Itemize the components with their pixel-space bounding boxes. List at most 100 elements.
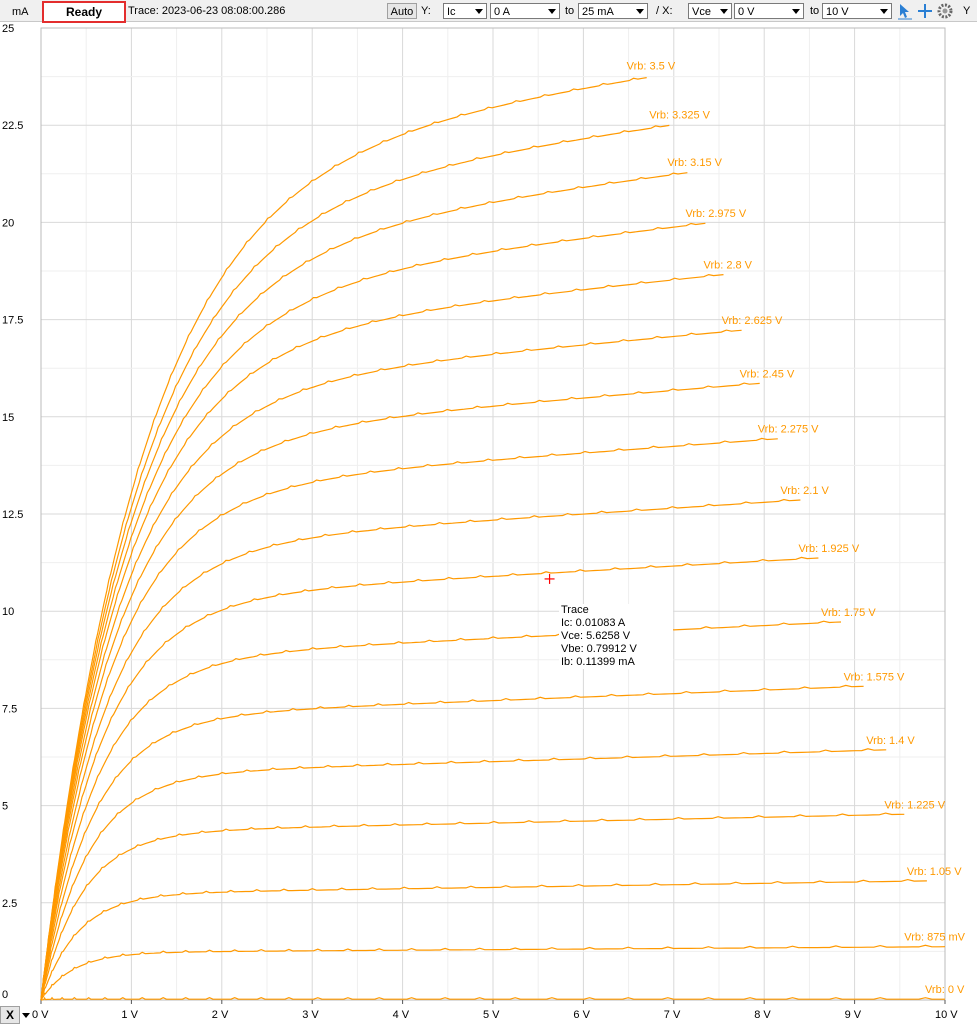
series-line bbox=[40, 498, 801, 1001]
chevron-down-icon bbox=[720, 9, 728, 14]
y-tick-label: 17.5 bbox=[2, 315, 23, 327]
series-label: Vrb: 2.625 V bbox=[722, 315, 783, 327]
chevron-down-icon bbox=[475, 9, 483, 14]
to-label-x: to bbox=[810, 5, 820, 17]
series-label: Vrb: 875 mV bbox=[904, 932, 965, 944]
tooltip-ib: Ib: 0.11399 mA bbox=[561, 656, 635, 668]
y-tick-label: 2.5 bbox=[2, 898, 17, 910]
series-label: Vrb: 1.225 V bbox=[884, 799, 945, 811]
x-tick-label: 3 V bbox=[302, 1009, 319, 1021]
y-axis-button[interactable]: Y bbox=[963, 5, 971, 17]
chevron-down-icon bbox=[792, 9, 800, 14]
series-line bbox=[40, 222, 706, 1001]
select-pointer-icon[interactable] bbox=[896, 2, 914, 20]
x-axis-label: / X: bbox=[656, 5, 673, 17]
series-label: Vrb: 3.5 V bbox=[627, 61, 676, 73]
series-label: Vrb: 0 V bbox=[925, 984, 965, 996]
x-tick-label: 6 V bbox=[573, 1009, 590, 1021]
series-label: Vrb: 3.325 V bbox=[649, 109, 710, 121]
y-tick-label: 12.5 bbox=[2, 509, 23, 521]
series-label: Vrb: 1.575 V bbox=[844, 671, 905, 683]
x-tick-label: 0 V bbox=[32, 1009, 49, 1021]
series-line bbox=[40, 812, 905, 1001]
y-tick-labels: 0 2.5 5 7.5 10 12.5 15 17.5 20 22.5 25 bbox=[2, 23, 23, 1001]
x-quantity-value: Vce bbox=[692, 6, 711, 18]
y-tick-label: 22.5 bbox=[2, 120, 23, 132]
x-tick-labels: 0 V 1 V 2 V 3 V 4 V 5 V 6 V 7 V 8 V 9 V 10 V bbox=[32, 1000, 958, 1021]
x-tick-label: 4 V bbox=[393, 1009, 410, 1021]
y-from-value: 0 A bbox=[494, 6, 510, 18]
y-to-select[interactable]: 25 mA bbox=[578, 3, 648, 19]
series-label: Vrb: 2.975 V bbox=[685, 208, 746, 220]
series-group: Vrb: 0 V Vrb: 875 mV Vrb: 1.05 V Vrb: 1.225… bbox=[40, 61, 966, 1001]
chevron-down-icon bbox=[880, 9, 888, 14]
series-line bbox=[40, 172, 688, 1001]
series-label: Vrb: 3.15 V bbox=[667, 157, 722, 169]
y-tick-label: 10 bbox=[2, 606, 14, 618]
series-label: Vrb: 1.75 V bbox=[821, 607, 876, 619]
y-quantity-value: Ic bbox=[447, 6, 456, 18]
series-line bbox=[40, 382, 760, 1001]
x-from-value: 0 V bbox=[738, 6, 755, 18]
chevron-down-icon bbox=[548, 9, 556, 14]
y-from-select[interactable]: 0 A bbox=[490, 3, 560, 19]
tooltip-title: Trace bbox=[561, 604, 589, 616]
series-line bbox=[40, 124, 670, 1001]
series-label: Vrb: 2.45 V bbox=[740, 368, 795, 380]
series-label: Vrb: 2.275 V bbox=[758, 424, 819, 436]
y-tick-label: 25 bbox=[2, 23, 14, 35]
trace-tooltip: Trace Ic: 0.01083 A Vce: 5.6258 V Vbe: 0… bbox=[559, 604, 673, 669]
series-line bbox=[40, 437, 778, 1001]
y-axis-label: Y: bbox=[421, 5, 431, 17]
x-tick-label: 2 V bbox=[212, 1009, 229, 1021]
x-tick-label: 5 V bbox=[483, 1009, 500, 1021]
tooltip-ic: Ic: 0.01083 A bbox=[561, 617, 626, 629]
tooltip-vce: Vce: 5.6258 V bbox=[561, 630, 631, 642]
grid bbox=[40, 27, 946, 1001]
series-line bbox=[40, 944, 946, 1001]
x-tick-label: 1 V bbox=[121, 1009, 138, 1021]
series-line bbox=[41, 996, 945, 1001]
series-line bbox=[40, 620, 842, 1001]
y-tick-label: 20 bbox=[2, 217, 14, 229]
series-label: Vrb: 1.925 V bbox=[798, 543, 859, 555]
series-line bbox=[40, 77, 647, 1001]
series-line bbox=[40, 273, 724, 1001]
series-line bbox=[40, 878, 927, 1001]
x-tick-label: 9 V bbox=[845, 1009, 862, 1021]
series-label: Vrb: 1.4 V bbox=[866, 735, 915, 747]
settings-gear-icon[interactable] bbox=[936, 2, 954, 20]
x-tick-label: 8 V bbox=[754, 1009, 771, 1021]
y-quantity-select[interactable]: Ic bbox=[443, 3, 487, 19]
tooltip-vbe: Vbe: 0.79912 V bbox=[561, 643, 637, 655]
series-line bbox=[40, 748, 887, 1001]
trace-cursor bbox=[544, 573, 555, 584]
chevron-down-icon[interactable] bbox=[22, 1013, 30, 1018]
y-tick-label: 0 bbox=[2, 989, 8, 1001]
crosshair-icon[interactable] bbox=[916, 2, 934, 20]
series-label: Vrb: 1.05 V bbox=[907, 866, 962, 878]
x-to-select[interactable]: 10 V bbox=[822, 3, 892, 19]
y-unit-label: mA bbox=[12, 6, 29, 18]
x-axis-button[interactable]: X bbox=[0, 1006, 20, 1024]
series-label: Vrb: 2.1 V bbox=[780, 485, 829, 497]
auto-button[interactable]: Auto bbox=[387, 3, 417, 19]
y-tick-label: 5 bbox=[2, 801, 8, 813]
y-tick-label: 7.5 bbox=[2, 703, 17, 715]
series-line bbox=[40, 684, 864, 1001]
series-line bbox=[40, 556, 819, 1001]
x-tick-label: 10 V bbox=[935, 1009, 958, 1021]
toolbar: mA Ready Trace: 2023-06-23 08:08:00.286 … bbox=[0, 0, 977, 23]
to-label-y: to bbox=[565, 5, 575, 17]
y-tick-label: 15 bbox=[2, 412, 14, 424]
series-line bbox=[40, 329, 742, 1001]
trace-timestamp: Trace: 2023-06-23 08:08:00.286 bbox=[128, 5, 286, 17]
status-indicator: Ready bbox=[42, 1, 126, 23]
x-from-select[interactable]: 0 V bbox=[734, 3, 804, 19]
chevron-down-icon bbox=[636, 9, 644, 14]
x-quantity-select[interactable]: Vce bbox=[688, 3, 732, 19]
x-tick-label: 7 V bbox=[664, 1009, 681, 1021]
series-label: Vrb: 2.8 V bbox=[704, 259, 753, 271]
x-to-value: 10 V bbox=[826, 6, 849, 18]
